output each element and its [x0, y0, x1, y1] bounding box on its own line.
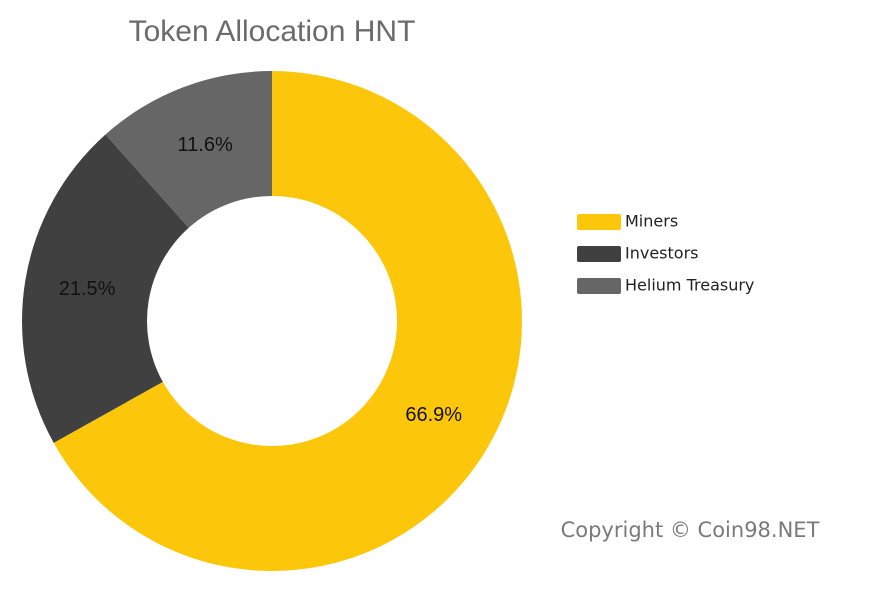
legend-label: Miners [625, 212, 678, 231]
legend-swatch [577, 246, 621, 262]
data-label: 21.5% [59, 278, 116, 300]
data-label: 11.6% [178, 134, 233, 156]
donut-slice [53, 71, 522, 571]
copyright: Copyright © Coin98.NET [561, 518, 820, 542]
legend-label: Investors [625, 244, 698, 263]
chart-title: Token Allocation HNT [129, 15, 416, 48]
donut-slice [105, 71, 272, 228]
legend-swatch [577, 214, 621, 230]
data-label: 66.9% [405, 404, 462, 426]
legend-swatch [577, 278, 621, 294]
legend-label: Helium Treasury [625, 276, 754, 295]
donut-slice [21, 134, 189, 443]
